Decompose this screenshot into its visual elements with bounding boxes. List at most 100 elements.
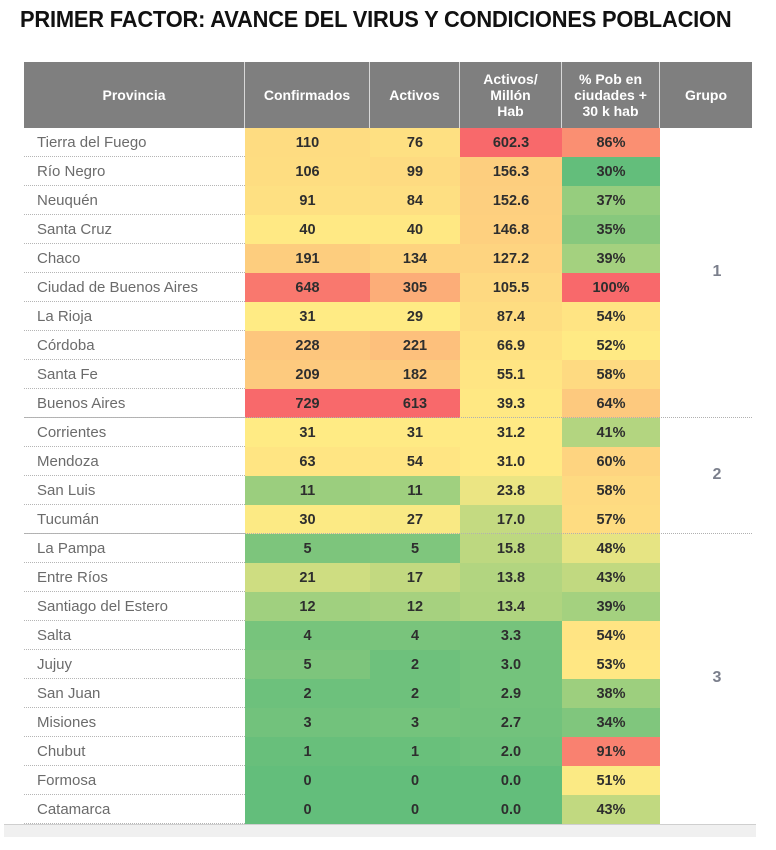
cell-grupo [660, 389, 752, 418]
cell-pct-pob: 58% [562, 476, 660, 505]
cell-provincia: Ciudad de Buenos Aires [37, 279, 198, 296]
cell-grupo [660, 737, 752, 766]
cell-grupo [660, 534, 752, 563]
cell-confirmados: 648 [245, 273, 370, 302]
table-row: Formosa 0 0 0.0 51% [24, 766, 752, 795]
cell-activos: 31 [370, 418, 460, 447]
row-divider [24, 446, 245, 447]
cell-activos-millon: 3.0 [460, 650, 562, 679]
cell-activos-millon: 2.7 [460, 708, 562, 737]
row-divider [24, 388, 245, 389]
cell-grupo [660, 186, 752, 215]
table-row: Río Negro 106 99 156.3 30% [24, 157, 752, 186]
cell-provincia: Salta [37, 627, 72, 644]
table-header: Provincia Confirmados Activos Activos/ M… [24, 62, 752, 128]
group-label: 3 [712, 669, 722, 686]
table-row: Santiago del Estero 12 12 13.4 39% [24, 592, 752, 621]
cell-activos-millon: 39.3 [460, 389, 562, 418]
table-row: Santa Fe 209 182 55.1 58% [24, 360, 752, 389]
cell-confirmados: 63 [245, 447, 370, 476]
cell-pct-pob: 86% [562, 128, 660, 157]
cell-activos-millon: 23.8 [460, 476, 562, 505]
cell-pct-pob: 41% [562, 418, 660, 447]
group-divider [24, 533, 752, 534]
cell-confirmados: 11 [245, 476, 370, 505]
row-divider [24, 475, 245, 476]
table-row: Salta 4 4 3.3 54% [24, 621, 752, 650]
cell-provincia: Catamarca [37, 801, 111, 818]
cell-provincia: Buenos Aires [37, 395, 126, 412]
table-row: Neuquén 91 84 152.6 37% [24, 186, 752, 215]
table-row: Córdoba 228 221 66.9 52% [24, 331, 752, 360]
cell-activos: 5 [370, 534, 460, 563]
cell-provincia: Misiones [37, 714, 97, 731]
cell-confirmados: 1 [245, 737, 370, 766]
row-divider [24, 794, 245, 795]
cell-pct-pob: 38% [562, 679, 660, 708]
cell-pct-pob: 53% [562, 650, 660, 679]
cell-activos-millon: 66.9 [460, 331, 562, 360]
cell-provincia: Entre Ríos [37, 569, 108, 586]
cell-confirmados: 0 [245, 766, 370, 795]
table-row: Entre Ríos 21 17 13.8 43% [24, 563, 752, 592]
cell-grupo [660, 795, 752, 824]
cell-confirmados: 209 [245, 360, 370, 389]
table-footer-bar [4, 824, 756, 837]
table-row: Santa Cruz 40 40 146.8 35% [24, 215, 752, 244]
table-row: Tucumán 30 27 17.0 57% [24, 505, 752, 534]
cell-provincia: San Luis [37, 482, 96, 499]
header-grupo: Grupo [685, 87, 727, 103]
cell-activos-millon: 17.0 [460, 505, 562, 534]
table-row: San Luis 11 11 23.8 58% [24, 476, 752, 505]
cell-activos-millon: 31.0 [460, 447, 562, 476]
header-pct-pob: % Pob en ciudades + 30 k hab [562, 62, 660, 128]
cell-activos: 182 [370, 360, 460, 389]
cell-provincia: San Juan [37, 685, 101, 702]
table-row: Catamarca 0 0 0.0 43% [24, 795, 752, 824]
cell-confirmados: 91 [245, 186, 370, 215]
cell-grupo [660, 157, 752, 186]
cell-activos: 0 [370, 766, 460, 795]
cell-pct-pob: 54% [562, 302, 660, 331]
cell-confirmados: 2 [245, 679, 370, 708]
cell-activos: 2 [370, 650, 460, 679]
cell-activos-millon: 156.3 [460, 157, 562, 186]
cell-activos-millon: 3.3 [460, 621, 562, 650]
row-divider [24, 591, 245, 592]
row-divider [24, 243, 245, 244]
cell-provincia: Chaco [37, 250, 81, 267]
row-divider [24, 823, 245, 824]
cell-pct-pob: 64% [562, 389, 660, 418]
cell-activos: 305 [370, 273, 460, 302]
cell-grupo [660, 766, 752, 795]
cell-provincia: La Rioja [37, 308, 93, 325]
cell-confirmados: 729 [245, 389, 370, 418]
cell-activos: 54 [370, 447, 460, 476]
cell-activos: 29 [370, 302, 460, 331]
cell-activos-millon: 2.9 [460, 679, 562, 708]
cell-activos-millon: 0.0 [460, 795, 562, 824]
cell-pct-pob: 30% [562, 157, 660, 186]
cell-provincia: Santiago del Estero [37, 598, 168, 615]
cell-activos: 84 [370, 186, 460, 215]
cell-grupo [660, 418, 752, 447]
header-activos-millon: Activos/ Millón Hab [460, 62, 562, 128]
table-row: La Rioja 31 29 87.4 54% [24, 302, 752, 331]
cell-pct-pob: 100% [562, 273, 660, 302]
cell-activos-millon: 15.8 [460, 534, 562, 563]
cell-grupo [660, 505, 752, 534]
data-table: Provincia Confirmados Activos Activos/ M… [24, 62, 752, 824]
cell-provincia: Río Negro [37, 163, 106, 180]
row-divider [24, 156, 245, 157]
cell-activos-millon: 152.6 [460, 186, 562, 215]
cell-provincia: Tucumán [37, 511, 99, 528]
cell-pct-pob: 39% [562, 244, 660, 273]
row-divider [24, 185, 245, 186]
row-divider [24, 359, 245, 360]
cell-confirmados: 5 [245, 650, 370, 679]
cell-grupo [660, 215, 752, 244]
cell-activos-millon: 13.8 [460, 563, 562, 592]
table-row: Ciudad de Buenos Aires 648 305 105.5 100% [24, 273, 752, 302]
row-divider [24, 620, 245, 621]
table-row: Jujuy 5 2 3.0 53% [24, 650, 752, 679]
